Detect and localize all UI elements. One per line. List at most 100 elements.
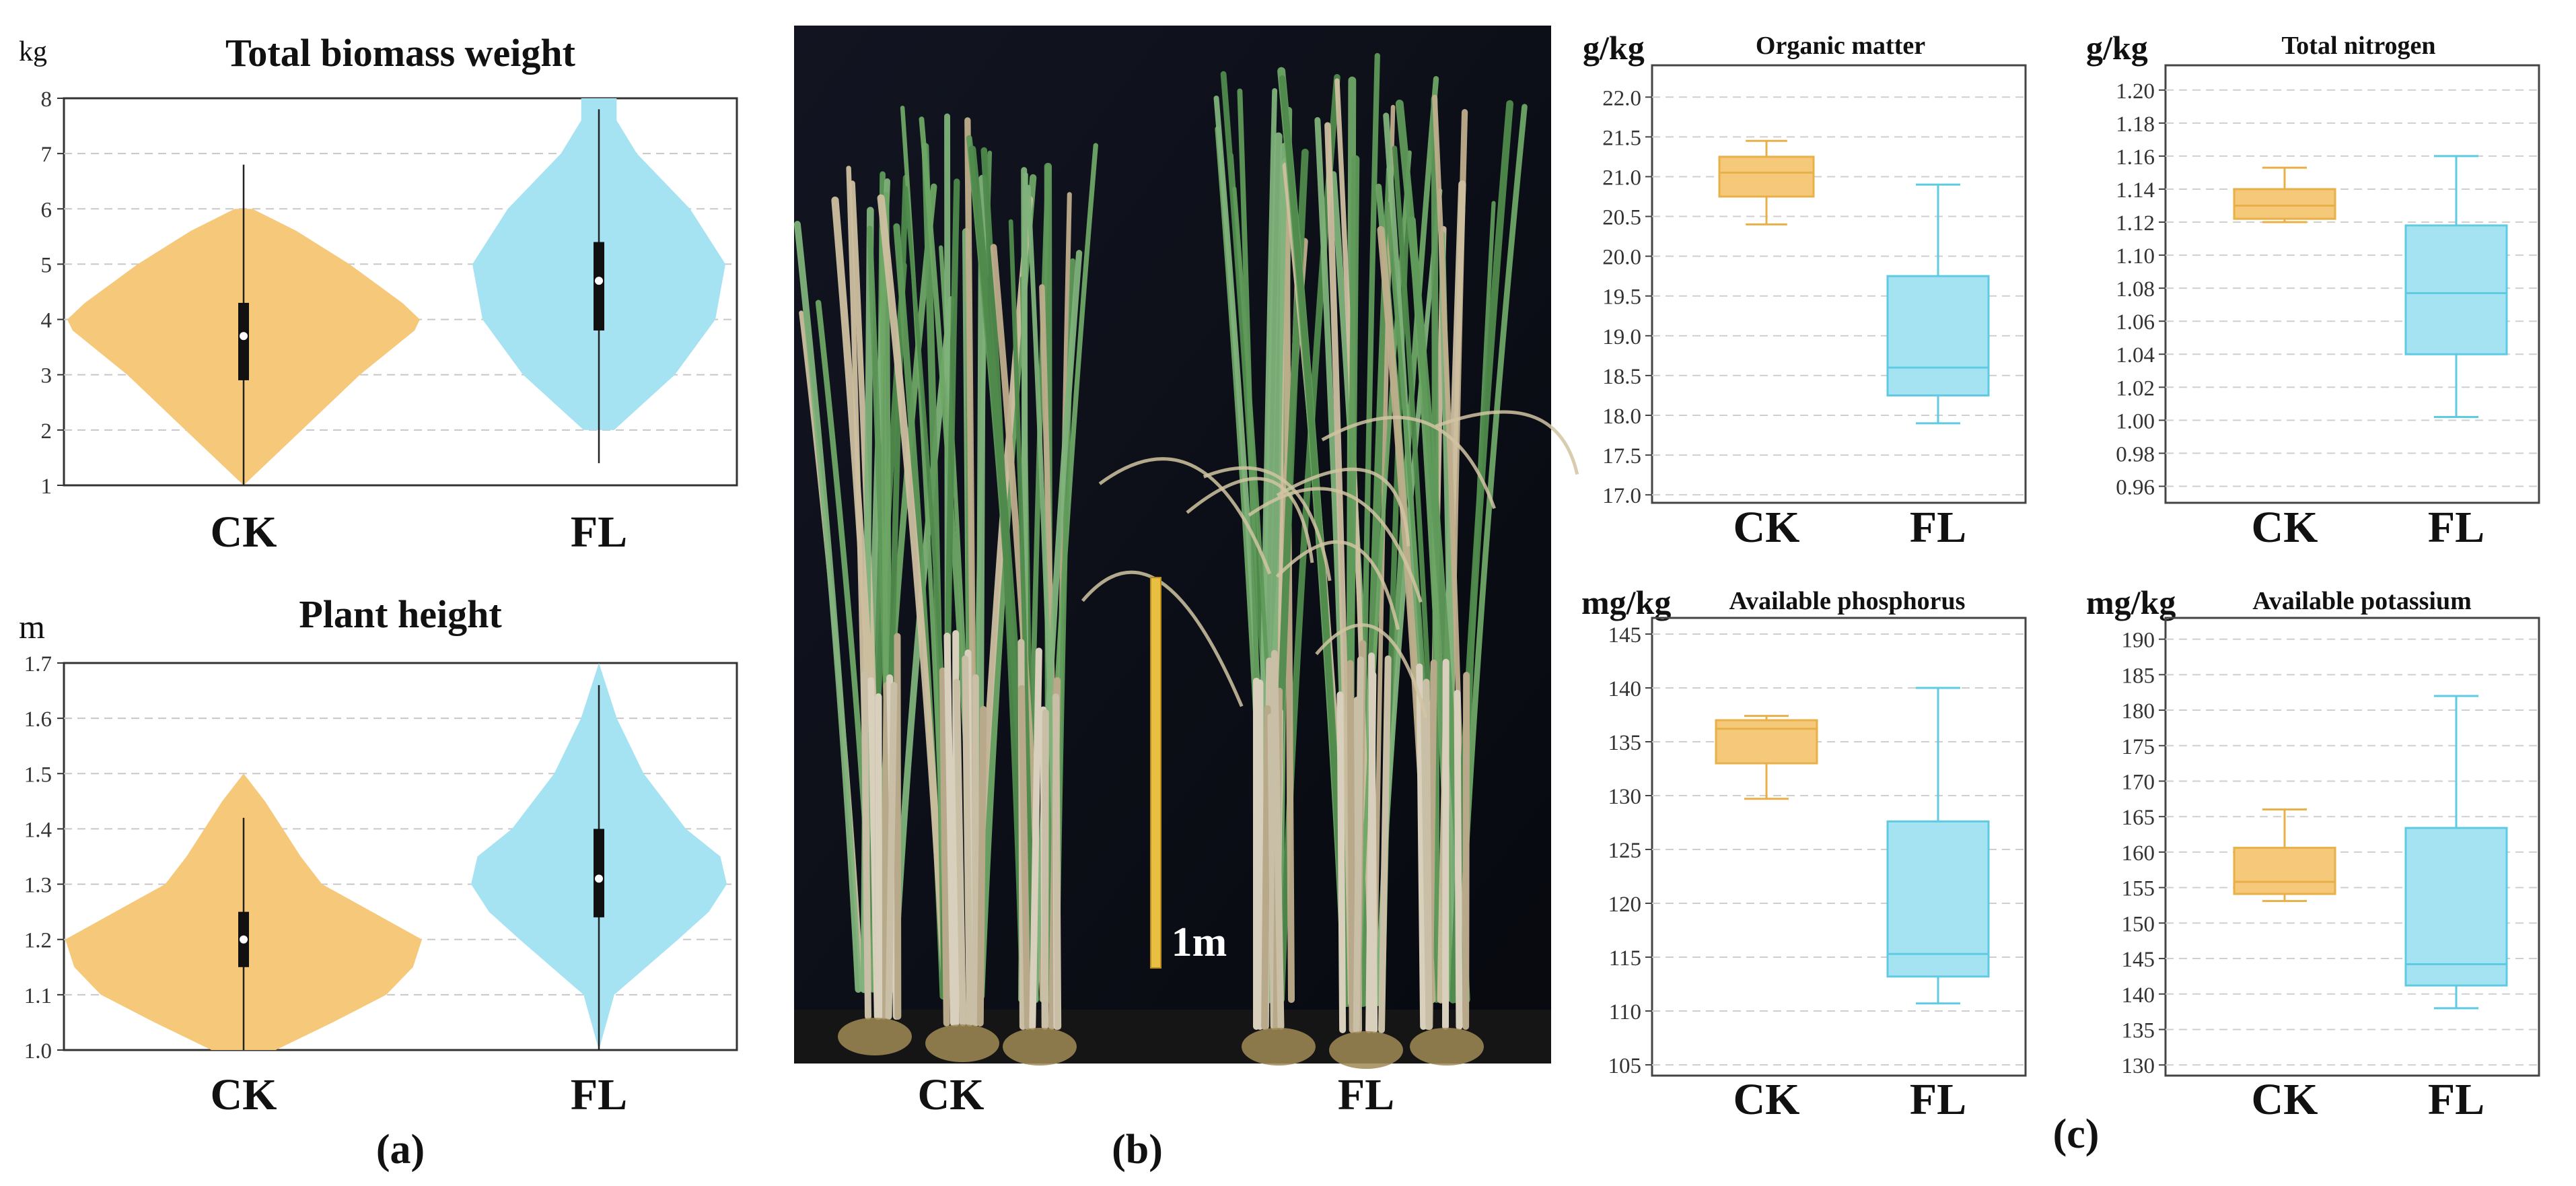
box-iqr-ck bbox=[1715, 719, 1818, 765]
stem bbox=[861, 671, 872, 1020]
stem bbox=[885, 682, 898, 1020]
rice-plants-photo: 1m bbox=[793, 26, 1579, 1069]
unit-label-height: m bbox=[19, 608, 45, 646]
box-iqr-ck bbox=[1718, 155, 1815, 198]
leaf bbox=[1008, 219, 1036, 1002]
dry-leaf bbox=[1248, 487, 1423, 603]
x-tick-fl: FL bbox=[571, 508, 627, 557]
y-tick-label: 155 bbox=[2122, 877, 2155, 901]
boxes bbox=[2233, 155, 2508, 418]
x-tick-ck: CK bbox=[211, 508, 277, 557]
y-tick-label: 1.1 bbox=[24, 984, 52, 1008]
y-tick-label: 140 bbox=[1608, 677, 1642, 701]
photo-label-fl: FL bbox=[1338, 1070, 1394, 1119]
box-iqr-fl bbox=[1886, 820, 1990, 978]
stem bbox=[1416, 663, 1427, 1030]
violin-median-ck bbox=[240, 935, 248, 944]
y-tick-label: 1 bbox=[41, 475, 52, 499]
stem bbox=[894, 633, 902, 1020]
y-tick-label: 175 bbox=[2122, 735, 2155, 759]
unit-label-om: g/kg bbox=[1583, 29, 1645, 67]
stem bbox=[1029, 648, 1042, 1030]
x-tick-fl: FL bbox=[1910, 1075, 1966, 1124]
dry-leaf bbox=[1098, 457, 1272, 575]
y-tick-label: 115 bbox=[1609, 946, 1641, 971]
dry-leaf bbox=[1275, 540, 1400, 630]
chart-title-biomass: Total biomass weight bbox=[225, 31, 576, 75]
y-tick-label: 1.6 bbox=[24, 707, 52, 732]
box-iqr-fl bbox=[2404, 224, 2508, 355]
violin-median-fl bbox=[595, 874, 603, 883]
y-tick-label: 145 bbox=[1608, 623, 1642, 648]
x-tick-ck: CK bbox=[2252, 1075, 2318, 1124]
y-axis-ticks: 1 2 3 4 5 6 7 8 bbox=[41, 88, 64, 499]
y-tick-label: 20.0 bbox=[1602, 246, 1641, 270]
boxes bbox=[2233, 695, 2508, 1010]
x-tick-fl: FL bbox=[2428, 503, 2484, 552]
y-tick-label: 1.20 bbox=[2116, 79, 2155, 104]
chart-available-potassium: mg/kg Available potassium 130 135 140 145 15… bbox=[2086, 584, 2540, 1124]
stem bbox=[1365, 671, 1377, 1033]
violin-median-fl bbox=[595, 277, 603, 285]
y-tick-label: 1.04 bbox=[2116, 343, 2155, 368]
chart-title-tn: Total nitrogen bbox=[2281, 32, 2435, 60]
plot-frame-tn bbox=[2164, 64, 2540, 504]
stem bbox=[939, 667, 950, 1026]
y-tick-label: 21.5 bbox=[1602, 126, 1641, 150]
y-tick-label: 8 bbox=[41, 88, 52, 112]
x-tick-fl: FL bbox=[1910, 503, 1966, 552]
dry-leaf bbox=[1315, 623, 1428, 718]
chart-available-phosphorus: mg/kg Available phosphorus 1051101151201… bbox=[1581, 584, 2027, 1124]
unit-label-biomass: kg bbox=[19, 36, 47, 67]
y-tick-label: 1.18 bbox=[2116, 112, 2155, 137]
plot-frame-height bbox=[63, 662, 738, 1051]
plot-frame-ap bbox=[1651, 617, 2027, 1077]
panel-label-c: (c) bbox=[2053, 1111, 2100, 1157]
panel-label-b: (b) bbox=[1112, 1127, 1163, 1173]
y-tick-label: 190 bbox=[2122, 629, 2155, 653]
stem bbox=[875, 693, 883, 1020]
y-tick-label: 17.5 bbox=[1602, 444, 1641, 468]
chart-title-height: Plant height bbox=[299, 592, 502, 636]
dry-leaf bbox=[1186, 477, 1314, 563]
stem bbox=[1441, 658, 1450, 1030]
y-tick-label: 1.14 bbox=[2116, 178, 2155, 203]
scale-label: 1m bbox=[1172, 919, 1227, 965]
y-tick-label: 1.10 bbox=[2116, 244, 2155, 269]
x-tick-fl: FL bbox=[2428, 1075, 2484, 1124]
box-iqr-fl bbox=[1886, 275, 1990, 396]
x-tick-ck: CK bbox=[211, 1070, 277, 1119]
stem bbox=[1347, 660, 1356, 1033]
stem bbox=[976, 705, 987, 1026]
box-iqr-ck bbox=[2233, 847, 2336, 895]
x-tick-ck: CK bbox=[2252, 503, 2318, 552]
root-ball bbox=[838, 1018, 912, 1055]
stem bbox=[962, 655, 974, 1026]
violins bbox=[65, 663, 727, 1050]
violin-iqr-fl bbox=[594, 829, 604, 917]
leaf bbox=[1032, 250, 1083, 1003]
y-tick-label: 1.00 bbox=[2116, 409, 2155, 433]
y-axis-ticks: 130 135 140 145 150 155 160 165 170 175 180 185 190 bbox=[2122, 629, 2166, 1078]
y-tick-label: 140 bbox=[2122, 983, 2155, 1008]
y-tick-label: 3 bbox=[41, 364, 52, 388]
stem bbox=[1041, 709, 1049, 1030]
stem bbox=[1454, 689, 1463, 1030]
y-tick-label: 105 bbox=[1608, 1054, 1642, 1078]
boxes bbox=[1715, 687, 1990, 1005]
stem bbox=[1271, 650, 1285, 1030]
y-tick-label: 17.0 bbox=[1602, 484, 1641, 508]
violin-iqr-fl bbox=[594, 242, 604, 330]
dry-leaf bbox=[1435, 410, 1579, 475]
y-tick-label: 1.12 bbox=[2116, 211, 2155, 236]
stem bbox=[1267, 713, 1277, 1030]
stem bbox=[953, 678, 967, 1026]
chart-organic-matter: g/kg Organic matter 17.0 17.5 18.0 18.5 19.0… bbox=[1583, 29, 2027, 552]
y-tick-label: 21.0 bbox=[1602, 166, 1641, 190]
y-tick-label: 1.08 bbox=[2116, 277, 2155, 302]
y-tick-label: 170 bbox=[2122, 770, 2155, 794]
y-tick-label: 1.7 bbox=[24, 652, 52, 676]
y-tick-label: 1.02 bbox=[2116, 376, 2155, 400]
y-tick-label: 135 bbox=[1608, 731, 1642, 755]
box-iqr-fl bbox=[2404, 827, 2508, 987]
